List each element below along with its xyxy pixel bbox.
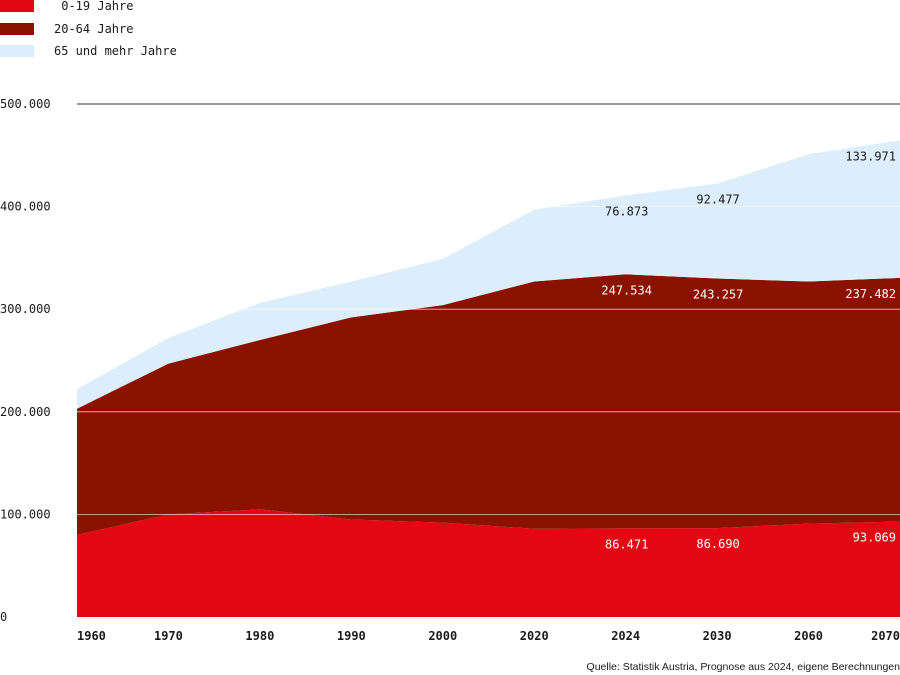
x-tick-label-2060: 2060	[794, 629, 823, 643]
y-tick-label-3: 300.000	[0, 302, 51, 316]
legend-swatch-0-19	[0, 0, 34, 12]
data-label-0-2030: 86.690	[696, 537, 739, 551]
legend-label-0-19: 0-19 Jahre	[54, 0, 134, 13]
chart-legend: 0-19 Jahre 20-64 Jahre 65 und mehr Jahre	[0, 0, 300, 64]
area-65-und-mehr-jahre	[77, 140, 900, 409]
area-0-19-jahre	[77, 509, 900, 617]
y-tick-label-2: 200.000	[0, 405, 51, 419]
x-tick-label-1990: 1990	[337, 629, 366, 643]
legend-swatch-65-plus	[0, 45, 34, 57]
y-tick-label-0: 0	[0, 610, 7, 624]
legend-label-65-plus: 65 und mehr Jahre	[54, 44, 177, 58]
legend-swatch-20-64	[0, 23, 34, 35]
x-tick-label-1970: 1970	[154, 629, 183, 643]
source-note: Quelle: Statistik Austria, Prognose aus …	[586, 661, 900, 673]
area-20-64-jahre	[77, 274, 900, 535]
x-tick-label-2020: 2020	[520, 629, 549, 643]
data-label-1-2024: 247.534	[601, 283, 652, 297]
data-label-0-2024: 86.471	[605, 537, 648, 551]
x-tick-label-1980: 1980	[245, 629, 274, 643]
data-label-1-2070: 237.482	[845, 287, 896, 301]
data-label-2-2024: 76.873	[605, 204, 648, 218]
data-label-1-2030: 243.257	[693, 287, 744, 301]
legend-label-20-64: 20-64 Jahre	[54, 22, 134, 36]
data-label-2-2030: 92.477	[696, 193, 739, 207]
data-label-0-2070: 93.069	[853, 531, 896, 545]
x-tick-label-1960: 1960	[77, 629, 106, 643]
x-tick-label-2030: 2030	[703, 629, 732, 643]
y-tick-label-5: 500.000	[0, 97, 51, 111]
y-tick-label-4: 400.000	[0, 200, 51, 214]
x-tick-label-2024: 2024	[611, 629, 640, 643]
y-tick-label-1: 100.000	[0, 507, 51, 521]
x-tick-label-2070: 2070	[871, 629, 900, 643]
x-tick-label-2000: 2000	[428, 629, 457, 643]
data-label-2-2070: 133.971	[845, 149, 896, 163]
